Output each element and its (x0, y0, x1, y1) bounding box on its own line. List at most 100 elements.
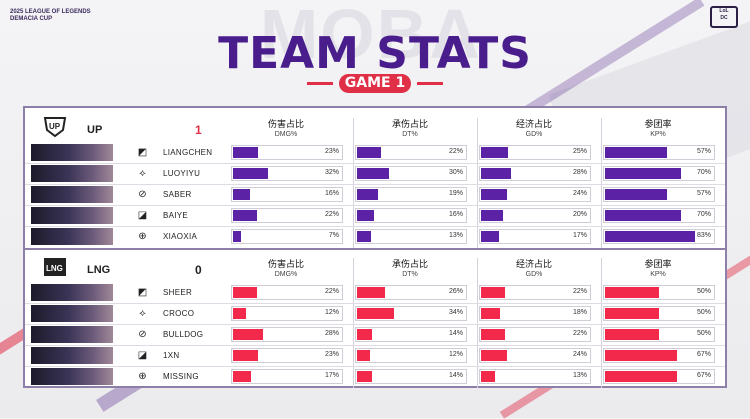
column-separator (353, 118, 354, 248)
stat-bar-fill (233, 168, 268, 179)
player-name: BAIYE (163, 211, 189, 220)
stat-value: 7% (328, 232, 339, 239)
player-name: BULLDOG (163, 330, 204, 339)
stat-bar-fill (481, 308, 500, 319)
player-name: LUOYIYU (163, 169, 201, 178)
player-row[interactable]: ⊘ SABER 16% 19% 24% 57% (25, 186, 725, 204)
stat-value: 67% (696, 351, 711, 358)
stat-bar-dmg: 17% (231, 369, 343, 384)
column-header-dt: 承伤占比 DT% (349, 259, 471, 279)
stat-bar-fill (357, 371, 372, 382)
column-separator (477, 118, 478, 248)
stat-bar-fill (233, 329, 263, 340)
stat-bar-dmg: 7% (231, 229, 343, 244)
stat-bar-fill (357, 350, 370, 361)
stat-bar-gd: 18% (479, 306, 591, 321)
stat-value: 32% (324, 169, 339, 176)
column-header-cn: 伤害占比 (267, 259, 304, 269)
row-divider (25, 345, 725, 346)
player-row[interactable]: ◩ SHEER 22% 26% 22% 50% (25, 284, 725, 302)
stat-value: 50% (696, 309, 711, 316)
player-row[interactable]: ◪ 1XN 23% 12% 24% 67% (25, 347, 725, 365)
team-score: 0 (195, 263, 202, 277)
team-score: 1 (195, 123, 202, 137)
stat-bar-gd: 17% (479, 229, 591, 244)
stat-bar-dmg: 28% (231, 327, 343, 342)
stat-value: 14% (448, 330, 463, 337)
player-row[interactable]: ◩ LIANGCHEN 23% 22% 25% 57% (25, 144, 725, 162)
stat-bar-gd: 28% (479, 166, 591, 181)
player-row[interactable]: ⊘ BULLDOG 28% 14% 22% 50% (25, 326, 725, 344)
stat-bar-fill (605, 329, 659, 340)
stat-bar-dmg: 23% (231, 348, 343, 363)
stat-bar-dt: 19% (355, 187, 467, 202)
champion-portrait (31, 186, 113, 203)
stat-bar-fill (481, 329, 505, 340)
column-header-cn: 承伤占比 (391, 119, 428, 129)
column-header-en: DMG% (274, 131, 298, 138)
column-header-dmg: 伤害占比 DMG% (225, 119, 347, 139)
stat-value: 12% (448, 351, 463, 358)
stat-value: 23% (324, 351, 339, 358)
stat-value: 12% (324, 309, 339, 316)
column-header-dt: 承伤占比 DT% (349, 119, 471, 139)
game-badge: GAME 1 (339, 74, 411, 93)
row-divider (25, 205, 725, 206)
column-header-cn: 参团率 (644, 259, 672, 269)
player-row[interactable]: ⟡ LUOYIYU 32% 30% 28% 70% (25, 165, 725, 183)
stat-bar-dt: 30% (355, 166, 467, 181)
stat-bar-dt: 34% (355, 306, 467, 321)
demacia-cup-logo-icon: LoL DC (710, 6, 738, 28)
stat-value: 70% (696, 211, 711, 218)
stat-value: 24% (572, 351, 587, 358)
column-header-gd: 经济占比 GD% (473, 259, 595, 279)
column-header-gd: 经济占比 GD% (473, 119, 595, 139)
stat-bar-dmg: 22% (231, 208, 343, 223)
player-row[interactable]: ◪ BAIYE 22% 16% 20% 70% (25, 207, 725, 225)
stat-value: 70% (696, 169, 711, 176)
stat-bar-gd: 22% (479, 327, 591, 342)
stat-bar-fill (605, 287, 659, 298)
player-name: XIAOXIA (163, 232, 198, 241)
player-row[interactable]: ⟡ CROCO 12% 34% 18% 50% (25, 305, 725, 323)
stat-bar-kp: 67% (603, 348, 715, 363)
stat-bar-dmg: 16% (231, 187, 343, 202)
column-separator (477, 258, 478, 388)
stat-value: 22% (572, 288, 587, 295)
stat-bar-dt: 13% (355, 229, 467, 244)
row-divider (25, 324, 725, 325)
stat-value: 34% (448, 309, 463, 316)
stat-bar-fill (233, 308, 246, 319)
stat-bar-fill (357, 147, 381, 158)
stat-bar-fill (233, 189, 250, 200)
watermark-text: MOBA (260, 0, 482, 73)
stat-bar-fill (481, 147, 508, 158)
stat-value: 83% (696, 232, 711, 239)
player-row[interactable]: ⊕ MISSING 17% 14% 13% 67% (25, 368, 725, 386)
stat-bar-kp: 50% (603, 285, 715, 300)
support-icon: ⊕ (138, 371, 147, 382)
player-row[interactable]: ⊕ XIAOXIA 7% 13% 17% 83% (25, 228, 725, 246)
jungle-icon: ⟡ (139, 308, 146, 319)
stat-value: 28% (324, 330, 339, 337)
stat-value: 17% (324, 372, 339, 379)
stat-bar-fill (605, 231, 695, 242)
stat-bar-fill (481, 287, 505, 298)
team-name: LNG (87, 264, 111, 276)
stat-value: 50% (696, 288, 711, 295)
player-name: CROCO (163, 309, 195, 318)
page-title: TEAM STATS (218, 28, 532, 79)
top-icon: ◩ (137, 147, 148, 158)
stat-bar-dt: 22% (355, 145, 467, 160)
column-header-en: GD% (525, 131, 543, 138)
player-name: SHEER (163, 288, 193, 297)
champion-portrait (31, 284, 113, 301)
champion-portrait (31, 347, 113, 364)
stat-bar-dmg: 23% (231, 145, 343, 160)
stat-value: 30% (448, 169, 463, 176)
mid-icon: ⊘ (138, 189, 147, 200)
up-team-logo-icon: UP (41, 116, 69, 138)
stat-bar-fill (357, 231, 371, 242)
stat-bar-fill (605, 210, 681, 221)
stat-value: 23% (324, 148, 339, 155)
